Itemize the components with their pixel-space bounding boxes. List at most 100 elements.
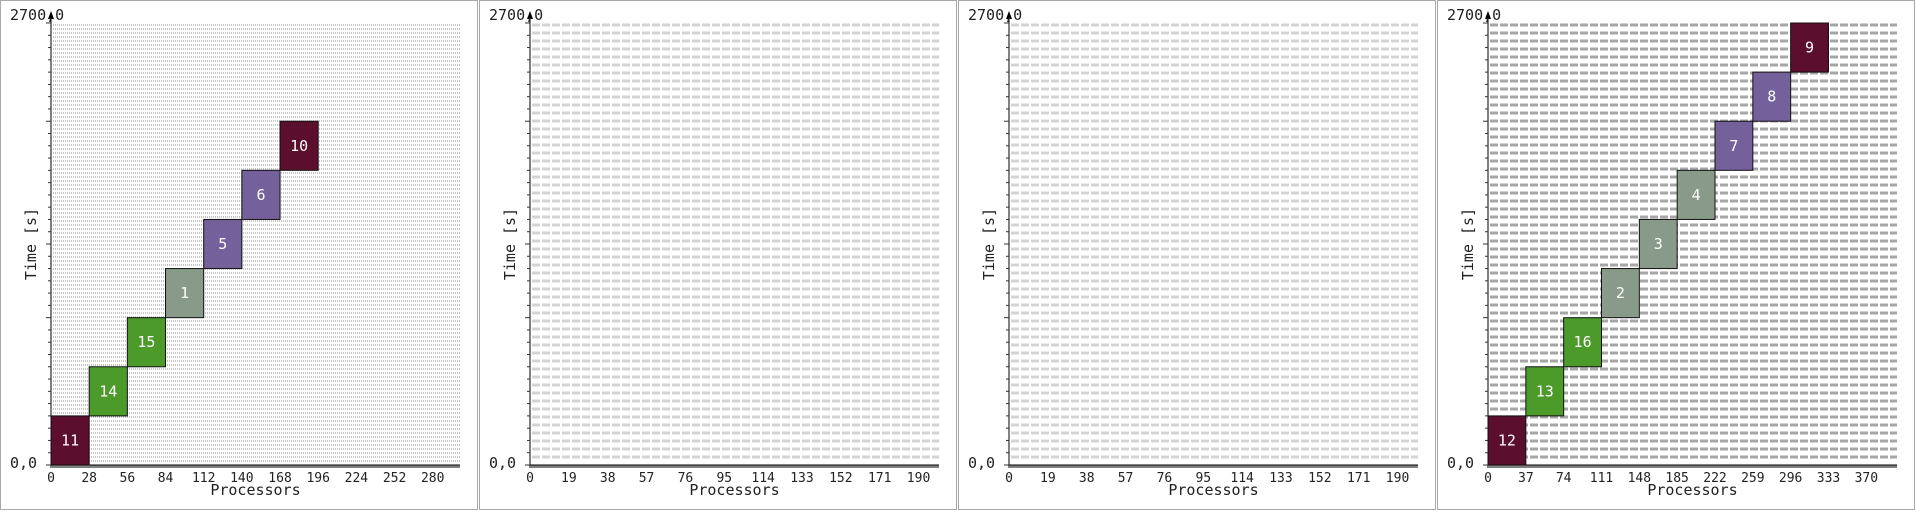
x-tick-label: 280 <box>421 471 444 486</box>
task-block <box>1600 268 1640 319</box>
gantt-svg: 0 19 38 57 76 95 114 133 152 171 190 2700,0 0,0 Time … <box>489 6 939 499</box>
gantt-panel-1: 0 28 56 84 112 140 168 196 224 252 280 2700,0 0,0 Tim… <box>0 0 478 510</box>
x-tick-label: 37 <box>1518 471 1534 486</box>
x-tick-label: 0 <box>1005 471 1013 486</box>
x-tick-label: 370 <box>1855 471 1878 486</box>
y-axis-arrow <box>1485 11 1491 19</box>
task-block <box>1790 22 1829 73</box>
corner-label-top: 2700,0 <box>968 6 1022 24</box>
task-label: 14 <box>99 382 117 400</box>
grid-lines <box>1011 23 1418 459</box>
task-block <box>88 366 128 417</box>
task-label: 11 <box>61 431 79 449</box>
task-label: 5 <box>218 235 227 253</box>
x-tick-label: 19 <box>561 471 577 486</box>
x-tick-label: 0 <box>1484 471 1492 486</box>
task-label: 16 <box>1574 333 1592 351</box>
task-block <box>241 169 281 220</box>
task-label: 15 <box>137 333 155 351</box>
task-label: 7 <box>1729 137 1738 155</box>
x-tick-label: 111 <box>1590 471 1613 486</box>
x-tick-label: 74 <box>1556 471 1572 486</box>
task-label: 13 <box>1536 382 1554 400</box>
gantt-svg: 0 19 38 57 76 95 114 133 152 171 190 2700,0 0,0 Time … <box>968 6 1418 499</box>
x-tick-label: 185 <box>1665 471 1688 486</box>
task-label: 1 <box>180 284 189 302</box>
task-block <box>203 218 243 270</box>
x-tick-label: 76 <box>678 471 694 486</box>
x-tick-label: 76 <box>1157 471 1173 486</box>
x-tick-label: 171 <box>868 471 891 486</box>
task-block <box>279 120 319 171</box>
y-axis-label: Time [s] <box>501 208 519 280</box>
x-tick-label: 252 <box>383 471 406 486</box>
task-label: 10 <box>290 137 308 155</box>
corner-label-bottom: 0,0 <box>10 454 37 472</box>
x-tick-label: 95 <box>716 471 732 486</box>
corner-label-top: 2700,0 <box>10 6 64 24</box>
x-tick-label: 19 <box>1040 471 1056 486</box>
x-tick-label: 133 <box>1269 471 1292 486</box>
x-tick-label: 112 <box>192 471 215 486</box>
x-axis-minor-ticks <box>50 465 460 468</box>
x-axis-minor-ticks <box>1008 465 1418 468</box>
x-axis-label: Processors <box>689 481 779 499</box>
gantt-panel-4: 0 37 74 111 148 185 222 259 296 333 370 2700,0 0,0 Ti… <box>1437 0 1915 510</box>
x-tick-label: 171 <box>1347 471 1370 486</box>
task-label: 9 <box>1805 39 1814 57</box>
x-tick-label: 114 <box>751 471 775 486</box>
x-tick-label: 222 <box>1703 471 1726 486</box>
y-axis-label: Time [s] <box>1459 208 1477 280</box>
task-label: 2 <box>1616 284 1625 302</box>
x-tick-label: 168 <box>268 471 291 486</box>
y-axis-label: Time [s] <box>980 208 998 280</box>
x-tick-label: 57 <box>639 471 655 486</box>
corner-label-bottom: 0,0 <box>489 454 516 472</box>
x-tick-label: 133 <box>790 471 813 486</box>
x-tick-label: 38 <box>1079 471 1095 486</box>
x-tick-label: 196 <box>306 471 329 486</box>
x-tick-label: 0 <box>47 471 55 486</box>
x-axis-label: Processors <box>1647 481 1737 499</box>
y-axis-arrow <box>527 11 533 19</box>
y-axis-label: Time [s] <box>22 208 40 280</box>
grid-lines <box>1490 23 1897 459</box>
task-label: 12 <box>1498 431 1516 449</box>
corner-label-bottom: 0,0 <box>1447 454 1474 472</box>
task-block <box>1714 120 1754 171</box>
task-block <box>1525 366 1565 417</box>
corner-label-top: 2700,0 <box>1447 6 1501 24</box>
task-label: 3 <box>1654 235 1663 253</box>
gantt-panel-2: 0 19 38 57 76 95 114 133 152 171 190 2700,0 0,0 Time … <box>479 0 957 510</box>
gantt-svg: 0 28 56 84 112 140 168 196 224 252 2802700,00,0Tim… <box>10 6 460 499</box>
x-tick-label: 84 <box>158 471 174 486</box>
x-tick-label: 56 <box>120 471 136 486</box>
x-tick-label: 190 <box>1386 471 1409 486</box>
x-axis-minor-ticks <box>529 465 939 468</box>
x-tick-label: 152 <box>829 471 852 486</box>
x-tick-label: 148 <box>1628 471 1651 486</box>
y-axis-arrow <box>48 11 54 19</box>
task-block <box>1487 415 1527 466</box>
x-tick-label: 57 <box>1118 471 1134 486</box>
task-label: 6 <box>256 186 265 204</box>
task-block <box>126 317 167 368</box>
task-block <box>1563 317 1602 368</box>
x-tick-label: 296 <box>1779 471 1802 486</box>
corner-label-top: 2700,0 <box>489 6 543 24</box>
gantt-svg: 0 37 74 111 148 185 222 259 296 333 3702700,00,0Ti… <box>1447 6 1897 499</box>
gantt-panel-3: 0 19 38 57 76 95 114 133 152 171 190 2700,0 0,0 Time … <box>958 0 1436 510</box>
x-tick-label: 190 <box>907 471 930 486</box>
x-tick-label: 0 <box>526 471 534 486</box>
corner-label-bottom: 0,0 <box>968 454 995 472</box>
x-tick-label: 259 <box>1741 471 1764 486</box>
x-tick-label: 28 <box>81 471 97 486</box>
x-tick-label: 333 <box>1817 471 1840 486</box>
y-axis-arrow <box>1006 11 1012 19</box>
x-tick-label: 38 <box>600 471 616 486</box>
task-label: 4 <box>1692 186 1701 204</box>
x-tick-label: 140 <box>230 471 253 486</box>
x-tick-label: 114 <box>1230 471 1254 486</box>
task-block <box>1752 71 1792 122</box>
